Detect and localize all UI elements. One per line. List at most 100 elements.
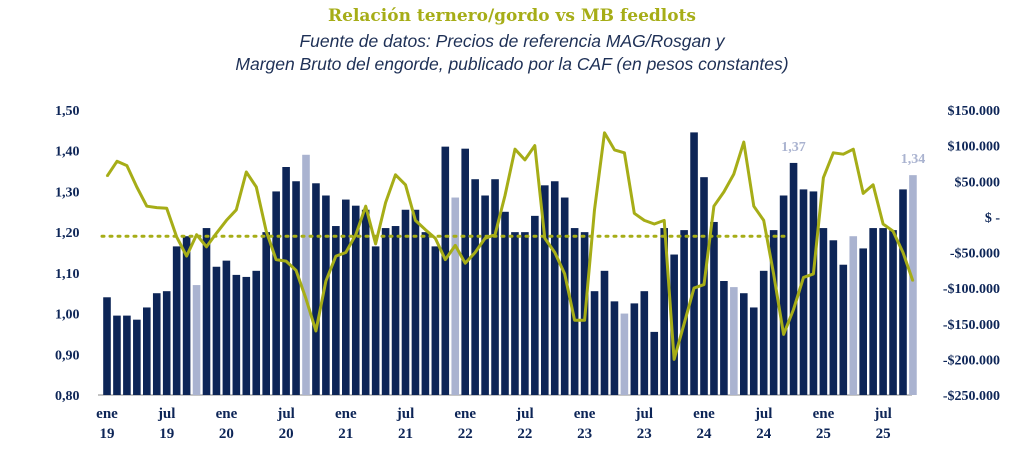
mb-point <box>404 184 407 186</box>
bar <box>391 226 400 395</box>
mb-point <box>862 192 864 195</box>
mb-point <box>354 233 357 236</box>
bar-highlight <box>730 287 738 395</box>
mb-point <box>136 186 138 188</box>
mb-point <box>553 251 556 254</box>
bar <box>411 209 420 395</box>
bar <box>570 228 579 395</box>
mb-point <box>215 232 218 235</box>
bar-highlight <box>192 285 201 395</box>
y-right-tick-label: $50.000 <box>955 175 1001 190</box>
mb-point <box>295 269 297 272</box>
bar <box>650 331 659 395</box>
bar <box>889 230 897 395</box>
bar <box>809 191 818 395</box>
mb-point <box>335 255 337 257</box>
bar <box>361 209 370 395</box>
mb-point <box>534 144 536 147</box>
bar <box>859 248 867 395</box>
bar <box>103 297 111 395</box>
x-tick-month: ene <box>216 406 238 422</box>
bar <box>640 291 649 395</box>
x-tick-month: ene <box>454 406 476 422</box>
mb-point <box>723 191 725 193</box>
mb-point <box>155 206 158 209</box>
bar <box>381 228 390 395</box>
bar <box>421 232 430 395</box>
bar <box>720 281 728 395</box>
bar <box>371 246 380 395</box>
bar <box>501 211 509 395</box>
bar <box>123 315 131 395</box>
mb-point <box>494 233 496 236</box>
bar <box>461 148 469 395</box>
bar <box>511 232 519 395</box>
mb-point <box>802 276 805 279</box>
y-right-tick-label: $150.000 <box>948 104 1001 119</box>
mb-point <box>822 176 825 179</box>
x-tick-month: jul <box>157 406 176 422</box>
bar <box>471 179 479 395</box>
bar <box>839 264 848 395</box>
x-tick-year: 23 <box>637 426 652 442</box>
mb-point <box>265 230 268 232</box>
bar <box>550 181 559 395</box>
mb-point <box>693 287 695 289</box>
mb-point <box>205 246 208 248</box>
mb-point <box>225 219 228 222</box>
mb-point <box>175 236 178 238</box>
mb-point <box>633 212 636 215</box>
bar <box>441 146 450 395</box>
bar <box>541 185 549 395</box>
mb-point <box>524 159 526 161</box>
bar <box>113 315 121 395</box>
bar <box>292 181 300 395</box>
bar <box>152 293 161 395</box>
x-tick-month: jul <box>873 406 892 422</box>
bar-highlight <box>849 236 858 395</box>
bar <box>779 195 788 395</box>
mb-point <box>673 358 675 361</box>
bar <box>710 221 718 395</box>
mb-point <box>842 153 845 155</box>
mb-point <box>464 262 467 264</box>
chart-subtitle-line2: Margen Bruto del engorde, publicado por … <box>235 54 789 74</box>
mb-point <box>733 173 735 175</box>
mb-point <box>424 228 427 231</box>
bar <box>322 195 330 395</box>
bar <box>401 209 410 395</box>
bar <box>521 232 529 395</box>
data-label: 1,34 <box>901 152 926 167</box>
mb-point <box>683 322 685 325</box>
mb-point <box>643 219 646 222</box>
y-left-tick-label: 1,20 <box>55 226 80 241</box>
x-tick-year: 25 <box>816 426 831 442</box>
bar <box>829 240 838 395</box>
x-tick-month: jul <box>635 406 654 422</box>
mb-point <box>912 280 914 282</box>
bar <box>660 228 668 395</box>
bar <box>740 293 748 395</box>
x-tick-year: 24 <box>697 426 713 442</box>
x-tick-month: jul <box>276 406 295 422</box>
mb-point <box>713 205 715 207</box>
bar <box>789 162 798 395</box>
bar <box>143 307 151 395</box>
bar-highlight <box>620 313 629 395</box>
mb-point <box>514 148 516 150</box>
mb-point <box>583 319 586 321</box>
mb-point <box>603 132 606 134</box>
x-tick-month: jul <box>396 406 415 422</box>
x-tick-year: 23 <box>577 426 592 442</box>
bar <box>759 270 768 395</box>
x-tick-year: 22 <box>458 426 473 442</box>
bar <box>481 195 489 395</box>
x-tick-year: 22 <box>517 426 532 442</box>
mb-line <box>105 131 915 361</box>
mb-point <box>474 251 476 254</box>
chart-title: Relación ternero/gordo vs MB feedlots <box>328 6 696 26</box>
mb-point <box>573 319 576 321</box>
x-tick-year: 24 <box>756 426 772 442</box>
bar <box>670 254 678 395</box>
